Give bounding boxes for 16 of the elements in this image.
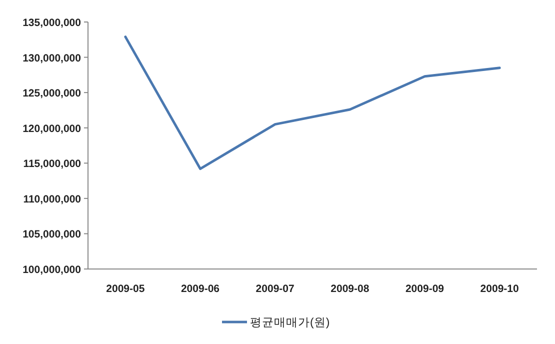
x-tick-label: 2009-10 [480, 283, 520, 295]
y-tick-label: 100,000,000 [22, 264, 82, 276]
y-tick-label: 120,000,000 [22, 122, 82, 135]
y-tick-label: 105,000,000 [22, 228, 82, 241]
legend-label: 평균매매가(원) [250, 317, 330, 329]
y-tick-label: 115,000,000 [23, 158, 82, 170]
line-series [124, 36, 501, 170]
x-tick-label: 2009-07 [256, 283, 295, 295]
x-tick-label: 2009-05 [106, 283, 145, 295]
x-tick-label: 2009-08 [330, 283, 370, 295]
y-tick-label: 110,000,000 [23, 193, 82, 206]
y-tick-label: 125,000,000 [22, 88, 82, 100]
y-tick-label: 135,000,000 [22, 17, 82, 29]
x-tick-label: 2009-06 [180, 283, 220, 295]
y-tick-label: 130,000,000 [22, 52, 82, 64]
x-tick-label: 2009-09 [405, 283, 444, 295]
